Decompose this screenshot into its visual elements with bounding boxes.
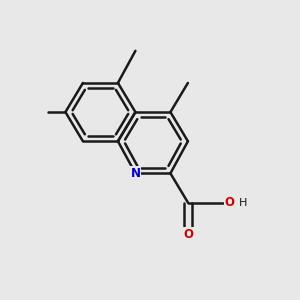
- Text: O: O: [183, 228, 193, 241]
- Text: H: H: [239, 197, 247, 208]
- Text: O: O: [224, 196, 234, 209]
- Text: N: N: [130, 167, 140, 180]
